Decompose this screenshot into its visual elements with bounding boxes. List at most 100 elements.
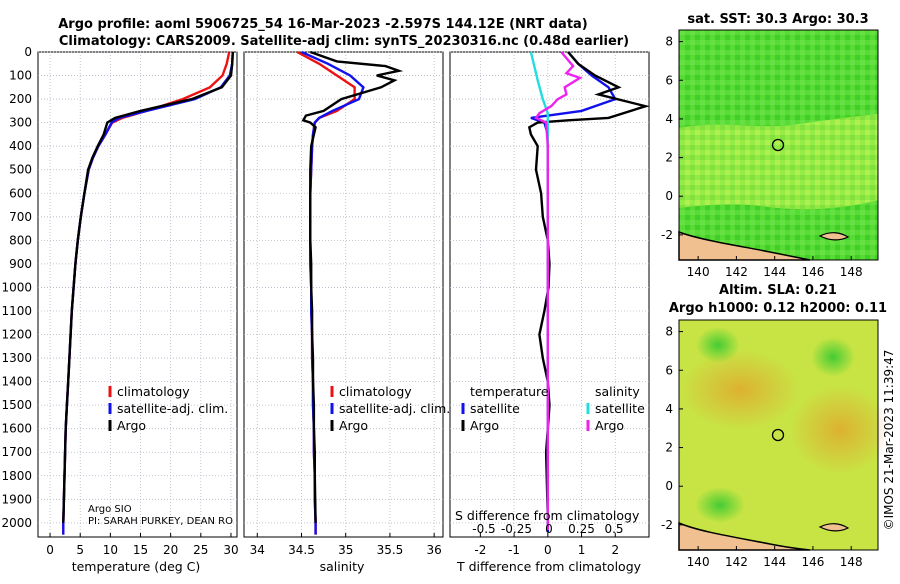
map-sst-argo-marker (771, 138, 785, 152)
map-sla-frame (678, 319, 879, 551)
map-sla-argo-marker (771, 428, 785, 442)
sal-lines (244, 50, 443, 537)
map-sst: sat. SST: 30.3 Argo: 30.3 14 (661, 12, 879, 279)
sla-lat-2: 2 (665, 441, 673, 455)
sal-legend-argo: Argo (339, 418, 368, 433)
temp-tick-2: 10 (103, 543, 118, 557)
temp-xlabel: temperature (deg C) (72, 559, 201, 574)
depth-tick-1900: 1900 (1, 492, 32, 506)
sst-lat-2: 2 (665, 151, 673, 165)
depth-tick-300: 300 (9, 116, 32, 130)
map-sla: Altim. SLA: 0.21 Argo h1000: 0.12 h2000:… (661, 283, 890, 569)
diff-tick-4: 2 (611, 543, 619, 557)
sst-lon-142: 142 (725, 265, 748, 279)
depth-tick-1800: 1800 (1, 469, 32, 483)
depth-tick-700: 700 (9, 210, 32, 224)
temp-axes (37, 51, 238, 538)
sla-lon-142: 142 (725, 555, 748, 569)
depth-tick-1200: 1200 (1, 328, 32, 342)
temp-x-tick-labels: 0 5 10 15 20 25 30 (46, 533, 239, 557)
imos-stamp: ©IMOS 21-Mar-2023 11:39:47 (882, 350, 896, 531)
sal-panel: 34 34.5 35 35.5 36 salinity climatology sate… (243, 50, 450, 574)
depth-tick-1400: 1400 (1, 375, 32, 389)
sla-lon-148: 148 (840, 555, 863, 569)
depth-tick-400: 400 (9, 139, 32, 153)
diff-legend-s-argo: Argo (595, 418, 624, 433)
map-sla-title-2: Argo h1000: 0.12 h2000: 0.11 (669, 301, 887, 316)
legend-climatology: climatology (117, 384, 190, 399)
sal-xlabel: salinity (320, 559, 365, 574)
map-sla-low-1 (696, 327, 740, 363)
sal-x-tick-labels: 34 34.5 35 35.5 36 (250, 533, 442, 557)
map-sla-low-2 (811, 337, 855, 377)
map-sla-island (818, 523, 850, 532)
map-sla-low-3 (695, 487, 745, 523)
sst-lon-144: 144 (763, 265, 786, 279)
diff-series-3 (534, 51, 583, 530)
depth-tick-800: 800 (9, 233, 32, 247)
depth-tick-200: 200 (9, 92, 32, 106)
sla-lat-8: 8 (665, 325, 673, 339)
temp-tick-6: 30 (223, 543, 238, 557)
map-sla-high-2 (790, 385, 890, 475)
map-sst-title: sat. SST: 30.3 Argo: 30.3 (687, 12, 868, 27)
diff-lines (450, 51, 651, 537)
sal-tick-0: 34 (250, 543, 265, 557)
diff-legend-s-sat: satellite (595, 401, 645, 416)
title-line-1: Argo profile: aoml 5906725_54 16-Mar-202… (58, 17, 588, 32)
diff-legend-t-argo: Argo (470, 418, 499, 433)
sal-tick-4: 36 (427, 543, 442, 557)
depth-tick-1300: 1300 (1, 351, 32, 365)
sla-lat-4: 4 (665, 402, 673, 416)
sal-tick-1: 34.5 (288, 543, 315, 557)
diff-legend-head-s: salinity (595, 384, 640, 399)
temp-tick-3: 15 (133, 543, 148, 557)
diff-series-1 (527, 51, 651, 519)
map-sst-tick-labels: 140 142 144 146 148 8 6 4 2 0 -2 (661, 35, 863, 279)
temp-tick-0: 0 (46, 543, 54, 557)
temp-series-2 (62, 51, 234, 523)
diff-s-tick-2: 0 (545, 522, 553, 536)
credit-institution: Argo SIO (88, 504, 132, 515)
depth-tick-1500: 1500 (1, 398, 32, 412)
diff-s-tick-0: -0.5 (472, 522, 495, 536)
depth-tick-900: 900 (9, 257, 32, 271)
title-line-2: Climatology: CARS2009. Satellite-adj cli… (59, 34, 629, 49)
temp-tick-5: 25 (193, 543, 208, 557)
diff-axes (449, 51, 650, 538)
diff-s-tick-4: 0.5 (604, 522, 623, 536)
depth-tick-1100: 1100 (1, 304, 32, 318)
sla-lat--2: -2 (661, 518, 673, 532)
diff-xlabel-s: S difference from climatology (455, 508, 640, 523)
depth-tick-500: 500 (9, 163, 32, 177)
diff-tick-1: -1 (508, 543, 520, 557)
map-sla-high-1 (680, 350, 800, 430)
diff-s-tick-1: -0.25 (501, 522, 532, 536)
sal-tick-3: 35.5 (377, 543, 404, 557)
diff-tick-3: 1 (578, 543, 586, 557)
depth-tick-2000: 2000 (1, 516, 32, 530)
diff-legend-head-t: temperature (470, 384, 549, 399)
temp-panel: 0100200300400500600700800900100011001200… (1, 45, 238, 574)
sst-lat-8: 8 (665, 35, 673, 49)
legend-satellite: satellite-adj. clim. (117, 401, 228, 416)
sst-lon-148: 148 (840, 265, 863, 279)
sst-lat-0: 0 (665, 189, 673, 203)
diff-s-tick-3: 0.25 (568, 522, 595, 536)
depth-tick-100: 100 (9, 69, 32, 83)
legend-argo: Argo (117, 418, 146, 433)
depth-tick-labels: 0 100 200 300 400 500 600 700 800 900 1000 1100 1200… (1, 45, 32, 530)
depth-tick-1000: 1000 (1, 280, 32, 294)
depth-tick-600: 600 (9, 186, 32, 200)
temp-tick-1: 5 (76, 543, 84, 557)
depth-tick-0: 0 (24, 45, 32, 59)
sla-lat-0: 0 (665, 479, 673, 493)
map-sla-tick-labels: 140 142 144 146 148 8 6 4 2 0 -2 (661, 325, 863, 569)
sal-axes (243, 51, 444, 538)
map-sla-title-1: Altim. SLA: 0.21 (719, 283, 837, 298)
depth-tick-1600: 1600 (1, 422, 32, 436)
diff-xlabel: T difference from climatology (456, 559, 642, 574)
sal-legend-climatology: climatology (339, 384, 412, 399)
sal-series-2 (301, 50, 404, 523)
